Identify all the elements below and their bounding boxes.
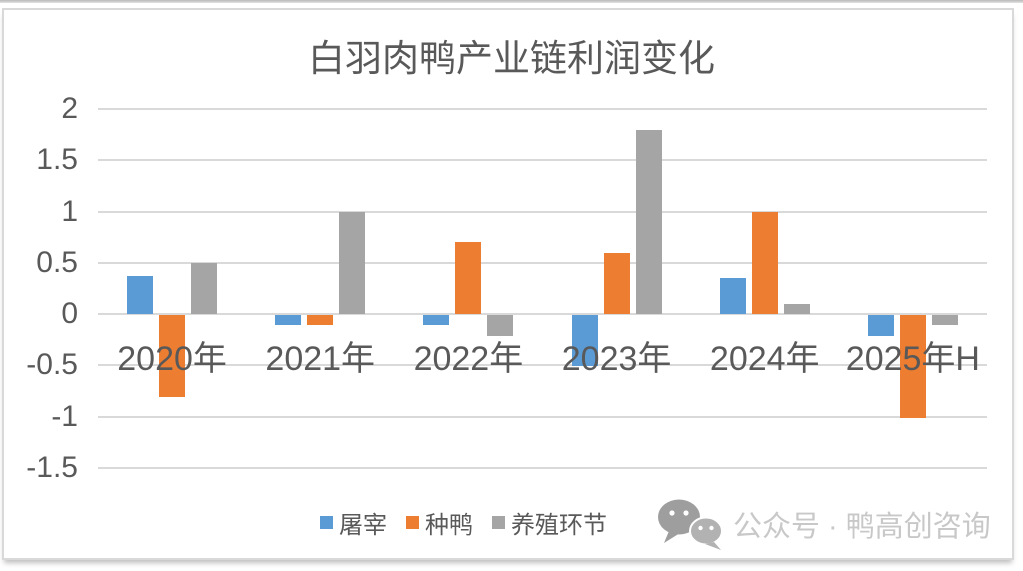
bar [603, 252, 630, 314]
legend-item: 种鸭 [406, 506, 473, 539]
watermark: 公众号 · 鸭高创咨询 [655, 497, 991, 551]
bar [307, 315, 334, 326]
bar [339, 211, 366, 314]
gridline [98, 364, 987, 367]
bar [455, 242, 482, 314]
gridline [98, 313, 987, 315]
bar [635, 129, 662, 314]
bar [751, 211, 778, 314]
chart-title: 白羽肉鸭产业链利润变化 [308, 38, 715, 79]
gridline [98, 466, 987, 469]
y-tick-label: 1.5 [36, 143, 78, 177]
bar [931, 315, 958, 326]
y-tick-label: 1 [61, 194, 78, 228]
x-axis-label: 2025年H [845, 340, 980, 378]
y-tick-label: -1 [51, 399, 78, 433]
y-tick-label: 2 [61, 92, 78, 125]
y-tick-label: 0 [61, 297, 78, 330]
legend-label: 养殖环节 [511, 511, 607, 539]
bar [571, 315, 598, 367]
wechat-icon [658, 499, 723, 550]
x-axis-label: 2021年 [265, 340, 376, 378]
bar [899, 315, 926, 418]
bar [867, 315, 894, 336]
x-axis-label: 2024年 [709, 340, 820, 378]
legend-item: 养殖环节 [492, 506, 607, 539]
legend-swatch [320, 515, 333, 529]
gridline [98, 108, 987, 110]
bar [191, 262, 218, 314]
top-edge-strip [0, 0, 1023, 3]
legend-label: 屠宰 [339, 511, 387, 539]
bar [275, 315, 302, 326]
x-axis-label: 2020年 [117, 340, 227, 378]
legend-swatch [406, 515, 419, 529]
bar [719, 278, 746, 314]
legend-swatch [492, 515, 505, 529]
bar [159, 315, 186, 397]
x-axis-label: 2023年 [561, 340, 672, 378]
gridline [98, 415, 987, 418]
gridline [98, 210, 987, 213]
legend: 屠宰 种鸭 养殖环节 [320, 506, 607, 539]
legend-item: 屠宰 [320, 506, 387, 539]
x-axis-label: 2022年 [413, 340, 524, 378]
bar [423, 315, 450, 326]
bar [783, 303, 810, 314]
legend-label: 种鸭 [425, 511, 473, 539]
y-tick-label: -0.5 [26, 348, 78, 382]
y-tick-label: 0.5 [36, 245, 78, 279]
watermark-text: 公众号 · 鸭高创咨询 [733, 511, 991, 543]
bar [487, 315, 514, 336]
gridline [98, 261, 987, 264]
y-tick-label: -1.5 [26, 450, 78, 484]
bar [127, 276, 154, 314]
gridline [98, 159, 987, 162]
